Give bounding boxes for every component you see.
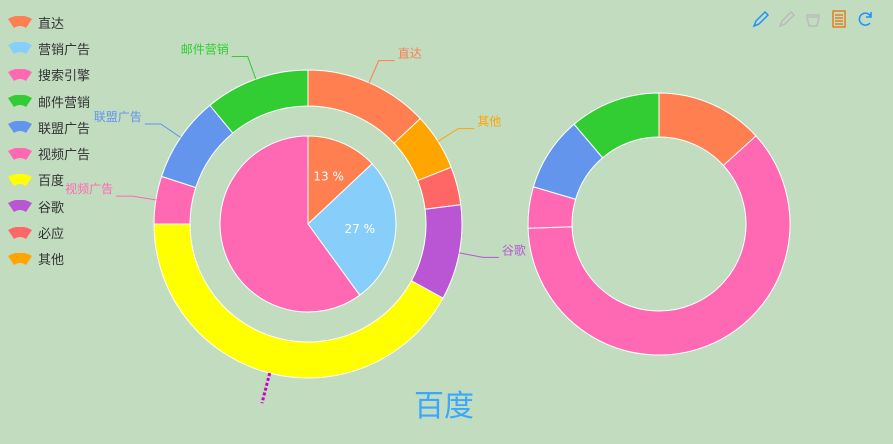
legend-swatch-icon	[8, 252, 32, 265]
legend-item[interactable]: 必应	[8, 219, 90, 245]
slice-callout: 联盟广告	[94, 110, 142, 124]
legend-swatch-icon	[8, 147, 32, 160]
pie-slice[interactable]	[307, 69, 421, 144]
legend-label: 直达	[38, 16, 65, 32]
legend-label: 视频广告	[38, 148, 91, 164]
emphasis-line	[260, 372, 272, 404]
legend-swatch-icon	[8, 42, 32, 55]
legend-item[interactable]: 直达	[8, 9, 90, 35]
slice-callout: 邮件营销	[181, 43, 229, 57]
slice-label: 13 %	[313, 169, 344, 183]
outer-left-ring	[153, 69, 463, 379]
legend-label: 谷歌	[38, 200, 65, 216]
data-view-icon[interactable]	[829, 9, 849, 29]
legend-item[interactable]: 营销广告	[8, 35, 90, 61]
legend-item[interactable]: 视频广告	[8, 140, 90, 166]
legend: 直达营销广告搜索引擎邮件营销联盟广告视频广告百度谷歌必应其他	[8, 9, 90, 272]
legend-label: 其他	[38, 253, 65, 269]
pie-slice[interactable]	[209, 69, 309, 134]
legend-label: 营销广告	[38, 42, 91, 58]
mark-icon[interactable]	[751, 9, 771, 29]
pie-slice[interactable]	[527, 135, 791, 356]
legend-label: 搜索引擎	[38, 69, 91, 85]
slice-label: 27 %	[345, 222, 376, 236]
label-line	[116, 195, 156, 201]
emphasis-label: 百度	[414, 389, 474, 424]
legend-label: 百度	[38, 174, 65, 190]
legend-item[interactable]: 其他	[8, 246, 90, 272]
outer-right-ring	[527, 92, 791, 356]
legend-item[interactable]: 谷歌	[8, 193, 90, 219]
legend-swatch-icon	[8, 16, 32, 29]
pie-slice[interactable]	[410, 204, 463, 299]
legend-swatch-icon	[8, 95, 32, 108]
slice-callout: 视频广告	[65, 181, 113, 196]
legend-item[interactable]: 搜索引擎	[8, 62, 90, 88]
mark-clear-icon[interactable]	[803, 9, 823, 29]
legend-swatch-icon	[8, 121, 32, 134]
legend-swatch-icon	[8, 173, 32, 186]
slice-callout: 直达	[398, 47, 422, 61]
slice-callout: 其他	[477, 115, 501, 129]
legend-label: 联盟广告	[38, 121, 91, 137]
pie-slice[interactable]	[219, 135, 361, 313]
legend-item[interactable]: 百度	[8, 167, 90, 193]
legend-swatch-icon	[8, 226, 32, 239]
toolbox	[751, 9, 875, 29]
pie-slice[interactable]	[307, 135, 373, 226]
label-line	[231, 56, 257, 80]
legend-label: 必应	[38, 227, 65, 243]
label-line	[144, 123, 181, 138]
mark-undo-icon[interactable]	[777, 9, 797, 29]
legend-swatch-icon	[8, 200, 32, 213]
legend-item[interactable]: 联盟广告	[8, 114, 90, 140]
legend-item[interactable]: 邮件营销	[8, 88, 90, 114]
pie-slice[interactable]	[573, 92, 660, 159]
pie-slice[interactable]	[153, 223, 444, 379]
inner-pie	[219, 135, 397, 313]
legend-swatch-icon	[8, 68, 32, 81]
pie-slice[interactable]	[307, 163, 397, 296]
label-line	[437, 128, 475, 142]
slice-callout: 谷歌	[502, 242, 526, 257]
restore-icon[interactable]	[855, 9, 875, 29]
label-line	[459, 252, 499, 258]
legend-label: 邮件营销	[38, 95, 91, 111]
label-line	[368, 60, 395, 83]
